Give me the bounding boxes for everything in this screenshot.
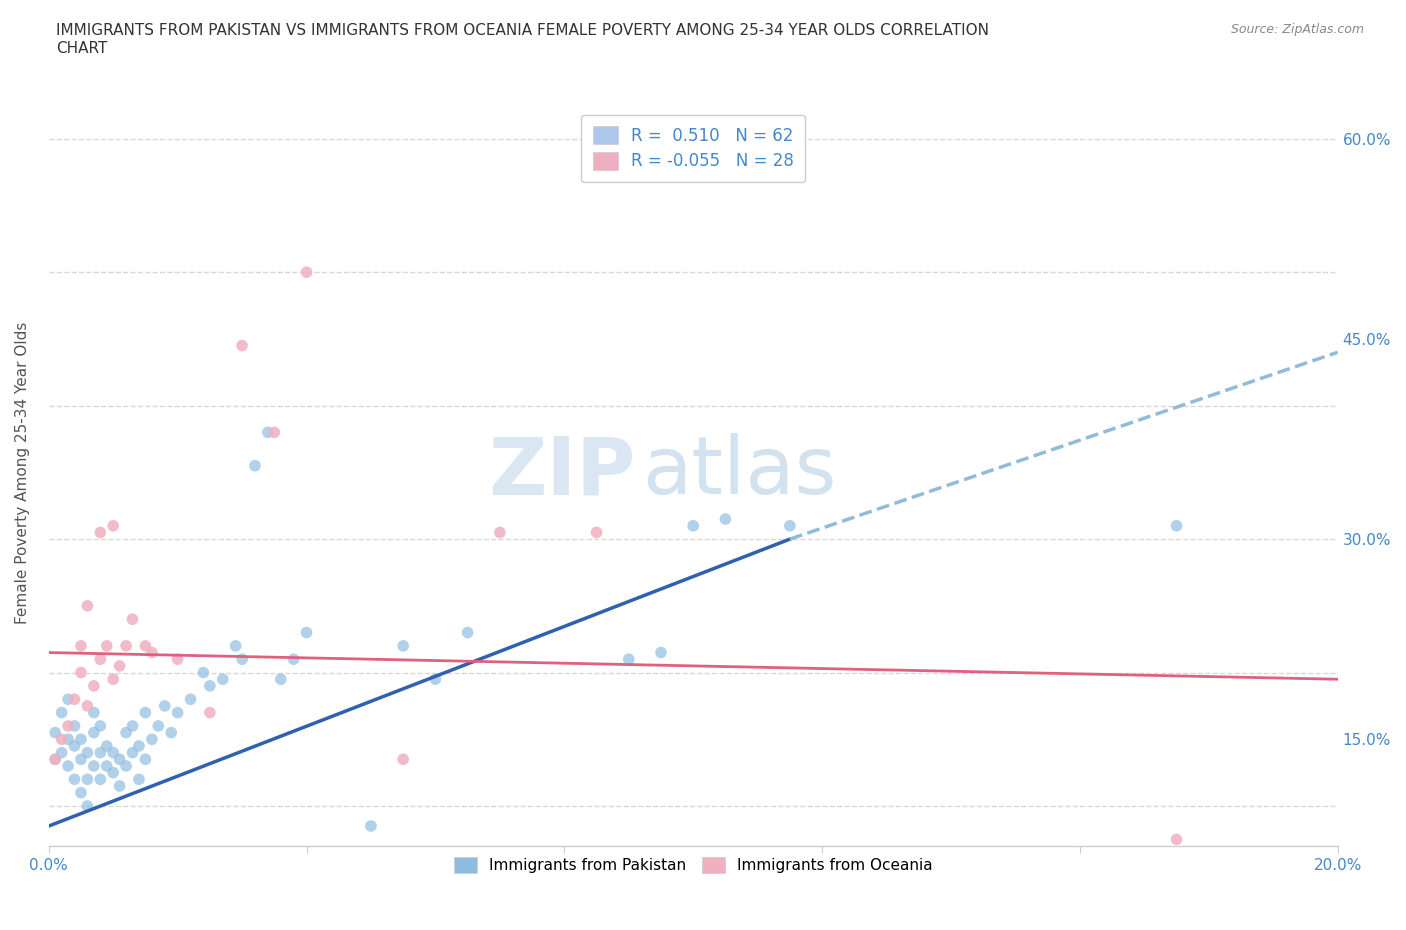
Point [148,719,170,734]
Point [180,692,202,707]
Point [108,778,131,793]
Point [121,719,143,734]
Point [392,751,415,766]
Text: Source: ZipAtlas.com: Source: ZipAtlas.com [1230,23,1364,36]
Point [134,705,156,720]
Point [128,738,150,753]
Point [585,525,607,540]
Point [76,598,98,613]
Point [134,751,156,766]
Point [141,645,163,660]
Point [166,652,188,667]
Point [193,665,215,680]
Point [56,759,79,774]
Legend: Immigrants from Pakistan, Immigrants from Oceania: Immigrants from Pakistan, Immigrants fro… [449,851,938,880]
Point [89,772,111,787]
Point [231,339,253,353]
Point [63,692,86,707]
Point [51,705,73,720]
Point [83,705,105,720]
Point [56,719,79,734]
Y-axis label: Female Poverty Among 25-34 Year Olds: Female Poverty Among 25-34 Year Olds [15,321,30,623]
Point [231,652,253,667]
Text: atlas: atlas [641,433,837,512]
Point [44,751,66,766]
Point [108,658,131,673]
Point [96,759,118,774]
Point [128,772,150,787]
Point [198,705,221,720]
Point [51,732,73,747]
Point [76,772,98,787]
Text: ZIP: ZIP [488,433,636,512]
Point [44,751,66,766]
Point [56,692,79,707]
Point [115,638,138,653]
Point [225,638,247,653]
Point [89,525,111,540]
Point [83,679,105,694]
Point [108,751,131,766]
Point [44,725,66,740]
Point [457,625,479,640]
Point [89,652,111,667]
Point [76,745,98,760]
Point [134,638,156,653]
Point [51,745,73,760]
Point [160,725,183,740]
Point [115,759,138,774]
Point [115,725,138,740]
Point [103,671,125,686]
Point [650,645,672,660]
Point [682,518,704,533]
Point [257,425,280,440]
Point [121,612,143,627]
Point [141,732,163,747]
Point [70,665,93,680]
Point [263,425,285,440]
Point [243,458,266,473]
Point [56,732,79,747]
Point [270,671,292,686]
Point [1166,832,1188,847]
Point [153,698,176,713]
Point [489,525,512,540]
Point [617,652,640,667]
Point [96,738,118,753]
Point [392,638,415,653]
Point [70,785,93,800]
Point [103,765,125,780]
Point [89,745,111,760]
Point [198,679,221,694]
Point [76,698,98,713]
Point [83,759,105,774]
Point [1166,518,1188,533]
Point [425,671,447,686]
Point [166,705,188,720]
Point [714,512,737,526]
Point [89,719,111,734]
Point [283,652,305,667]
Point [779,518,801,533]
Text: IMMIGRANTS FROM PAKISTAN VS IMMIGRANTS FROM OCEANIA FEMALE POVERTY AMONG 25-34 Y: IMMIGRANTS FROM PAKISTAN VS IMMIGRANTS F… [56,23,990,56]
Point [63,719,86,734]
Point [295,625,318,640]
Point [103,745,125,760]
Point [295,265,318,280]
Point [76,799,98,814]
Point [63,738,86,753]
Point [360,818,382,833]
Point [211,671,233,686]
Point [121,745,143,760]
Point [83,725,105,740]
Point [70,732,93,747]
Point [103,518,125,533]
Point [70,751,93,766]
Point [70,638,93,653]
Point [63,772,86,787]
Point [96,638,118,653]
